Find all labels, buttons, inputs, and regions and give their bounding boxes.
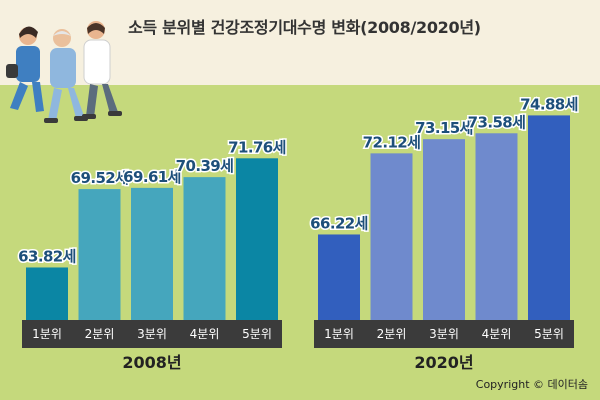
category-label: 4분위: [190, 327, 220, 341]
group-title: 2008년: [122, 353, 181, 372]
bar: [423, 139, 465, 320]
category-label: 5분위: [242, 327, 272, 341]
value-label: 73.15세: [415, 119, 473, 137]
category-strip: [22, 320, 282, 348]
bar: [528, 115, 570, 321]
people-illustration: [6, 21, 122, 123]
page-title: 소득 분위별 건강조정기대수명 변화(2008/2020년): [128, 18, 481, 37]
bar: [475, 133, 518, 320]
category-label: 3분위: [429, 327, 459, 341]
bar: [236, 158, 278, 320]
bar: [370, 153, 413, 320]
category-label: 2분위: [377, 327, 407, 341]
category-label: 2분위: [85, 327, 115, 341]
category-label: 5분위: [534, 327, 564, 341]
nurse-figure: [6, 26, 44, 112]
category-label: 1분위: [324, 327, 354, 341]
bar: [26, 267, 68, 320]
category-label: 3분위: [137, 327, 167, 341]
category-label: 4분위: [482, 327, 512, 341]
value-label: 73.58세: [468, 113, 526, 131]
value-label: 66.22세: [310, 214, 368, 232]
value-label: 71.76세: [228, 138, 286, 156]
bar: [318, 234, 360, 320]
category-strip: [314, 320, 574, 348]
doctor-figure: [82, 21, 122, 119]
value-label: 70.39세: [176, 157, 234, 175]
value-label: 69.52세: [71, 169, 129, 187]
value-label: 72.12세: [363, 133, 421, 151]
group-title: 2020년: [414, 353, 473, 372]
category-label: 1분위: [32, 327, 62, 341]
copyright-text: Copyright © 데이터솜: [475, 378, 588, 391]
bar: [78, 189, 121, 320]
bar: [131, 187, 173, 320]
value-label: 63.82세: [18, 247, 76, 265]
value-label: 69.61세: [123, 168, 181, 186]
value-label: 74.88세: [520, 95, 578, 113]
bar: [183, 177, 226, 320]
